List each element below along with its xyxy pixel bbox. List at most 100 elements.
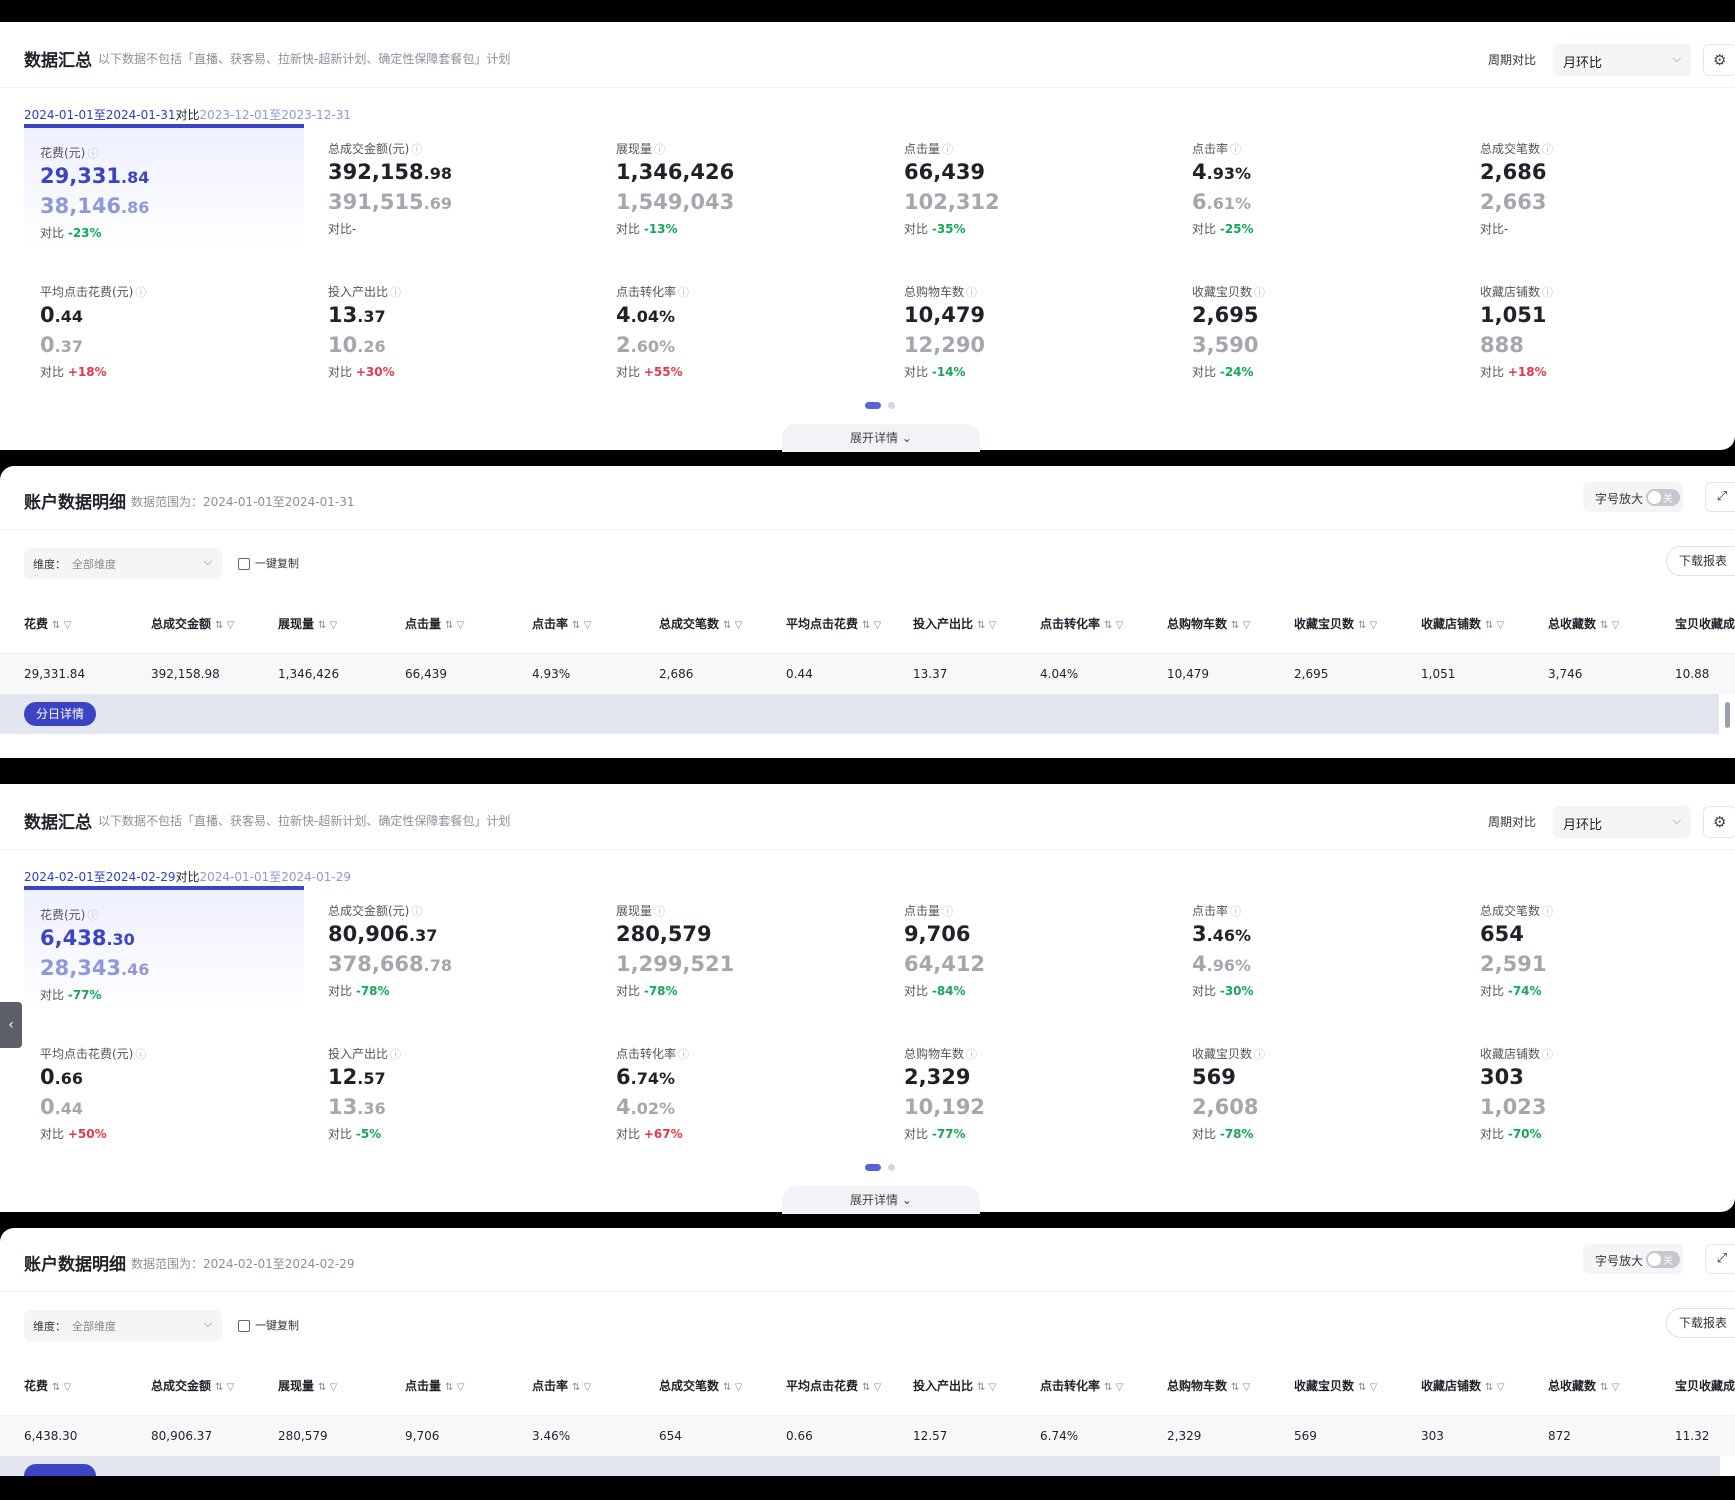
period-compare-select[interactable]: 月环比 ⌵ bbox=[1553, 806, 1691, 838]
carousel-dots[interactable] bbox=[865, 402, 905, 410]
column-header[interactable]: 总收藏数 ⇅ ▽ bbox=[1548, 1379, 1620, 1393]
sort-filter-icon[interactable]: ⇅ ▽ bbox=[1600, 1382, 1620, 1393]
font-zoom-toggle[interactable]: 关 bbox=[1646, 1251, 1680, 1268]
help-icon[interactable]: ⓘ bbox=[87, 909, 99, 922]
column-header[interactable]: 收藏店铺数 ⇅ ▽ bbox=[1421, 1379, 1505, 1393]
sort-filter-icon[interactable]: ⇅ ▽ bbox=[977, 1382, 997, 1393]
sort-filter-icon[interactable]: ⇅ ▽ bbox=[862, 1382, 882, 1393]
sort-filter-icon[interactable]: ⇅ ▽ bbox=[318, 1382, 338, 1393]
collapse-side-tab[interactable]: ‹ bbox=[0, 1002, 22, 1048]
column-header[interactable]: 点击量 ⇅ ▽ bbox=[405, 1379, 465, 1393]
column-header[interactable]: 总成交金额 ⇅ ▽ bbox=[151, 617, 235, 631]
metric-tile[interactable]: 总成交金额(元) ⓘ 80,906.37 378,668.78 对比 -78% bbox=[312, 886, 592, 1011]
fullscreen-button[interactable]: ⤢ bbox=[1705, 1244, 1735, 1274]
column-header[interactable]: 总成交金额 ⇅ ▽ bbox=[151, 1379, 235, 1393]
sort-filter-icon[interactable]: ⇅ ▽ bbox=[52, 620, 72, 631]
scroll-thumb[interactable] bbox=[1725, 702, 1730, 728]
scroll-indicator[interactable] bbox=[1719, 694, 1735, 758]
column-header[interactable]: 宝贝收藏成本⇅ ▽ bbox=[1675, 1379, 1735, 1393]
column-header[interactable]: 总收藏数 ⇅ ▽ bbox=[1548, 617, 1620, 631]
help-icon[interactable]: ⓘ bbox=[654, 143, 666, 156]
help-icon[interactable]: ⓘ bbox=[411, 143, 423, 156]
sort-filter-icon[interactable]: ⇅ ▽ bbox=[318, 620, 338, 631]
sort-filter-icon[interactable]: ⇅ ▽ bbox=[723, 1382, 743, 1393]
help-icon[interactable]: ⓘ bbox=[1230, 905, 1242, 918]
metric-tile[interactable]: 点击转化率 ⓘ 4.04% 2.60% 对比 +55% bbox=[600, 267, 880, 392]
sort-filter-icon[interactable]: ⇅ ▽ bbox=[572, 620, 592, 631]
metric-tile[interactable]: 平均点击花费(元) ⓘ 0.66 0.44 对比 +50% bbox=[24, 1029, 304, 1154]
help-icon[interactable]: ⓘ bbox=[87, 147, 99, 160]
column-header[interactable]: 投入产出比 ⇅ ▽ bbox=[913, 617, 997, 631]
help-icon[interactable]: ⓘ bbox=[966, 286, 978, 299]
download-report-button[interactable]: 下载报表 bbox=[1666, 546, 1735, 576]
settings-button[interactable]: ⚙ bbox=[1703, 44, 1735, 76]
help-icon[interactable]: ⓘ bbox=[1254, 1048, 1266, 1061]
metric-tile[interactable]: 收藏店铺数 ⓘ 303 1,023 对比 -70% bbox=[1464, 1029, 1735, 1154]
sort-filter-icon[interactable]: ⇅ ▽ bbox=[1358, 1382, 1378, 1393]
sort-filter-icon[interactable]: ⇅ ▽ bbox=[723, 620, 743, 631]
period-compare-select[interactable]: 月环比 ⌵ bbox=[1553, 44, 1691, 76]
column-header[interactable]: 花费 ⇅ ▽ bbox=[24, 1379, 72, 1393]
column-header[interactable]: 点击率 ⇅ ▽ bbox=[532, 617, 592, 631]
copy-all-button[interactable]: 一键复制 bbox=[238, 1317, 299, 1333]
metric-tile[interactable]: 总成交金额(元) ⓘ 392,158.98 391,515.69 对比- bbox=[312, 124, 592, 249]
column-header[interactable]: 点击转化率 ⇅ ▽ bbox=[1040, 1379, 1124, 1393]
metric-tile[interactable]: 投入产出比 ⓘ 12.57 13.36 对比 -5% bbox=[312, 1029, 592, 1154]
help-icon[interactable]: ⓘ bbox=[1542, 1048, 1554, 1061]
sort-filter-icon[interactable]: ⇅ ▽ bbox=[1231, 620, 1251, 631]
sort-filter-icon[interactable]: ⇅ ▽ bbox=[1485, 1382, 1505, 1393]
help-icon[interactable]: ⓘ bbox=[1254, 286, 1266, 299]
sort-filter-icon[interactable]: ⇅ ▽ bbox=[862, 620, 882, 631]
column-header[interactable]: 总成交笔数 ⇅ ▽ bbox=[659, 1379, 743, 1393]
help-icon[interactable]: ⓘ bbox=[1230, 143, 1242, 156]
sort-filter-icon[interactable]: ⇅ ▽ bbox=[445, 1382, 465, 1393]
help-icon[interactable]: ⓘ bbox=[942, 905, 954, 918]
expand-details-button[interactable]: 展开详情 ⌄ bbox=[782, 1186, 980, 1214]
metric-tile[interactable]: 点击率 ⓘ 4.93% 6.61% 对比 -25% bbox=[1176, 124, 1456, 249]
help-icon[interactable]: ⓘ bbox=[942, 143, 954, 156]
copy-all-button[interactable]: 一键复制 bbox=[238, 555, 299, 571]
metric-tile[interactable]: 点击转化率 ⓘ 6.74% 4.02% 对比 +67% bbox=[600, 1029, 880, 1154]
carousel-dots[interactable] bbox=[865, 1164, 905, 1172]
help-icon[interactable]: ⓘ bbox=[390, 286, 402, 299]
metric-tile[interactable]: 总购物车数 ⓘ 10,479 12,290 对比 -14% bbox=[888, 267, 1168, 392]
font-zoom-toggle[interactable]: 关 bbox=[1646, 489, 1680, 506]
column-header[interactable]: 点击量 ⇅ ▽ bbox=[405, 617, 465, 631]
carousel-dot-active[interactable] bbox=[865, 1164, 881, 1171]
column-header[interactable]: 总购物车数 ⇅ ▽ bbox=[1167, 617, 1251, 631]
help-icon[interactable]: ⓘ bbox=[390, 1048, 402, 1061]
column-header[interactable]: 点击率 ⇅ ▽ bbox=[532, 1379, 592, 1393]
download-report-button[interactable]: 下载报表 bbox=[1666, 1308, 1735, 1338]
metric-tile[interactable]: 花费(元) ⓘ 6,438.30 28,343.46 对比 -77% bbox=[24, 886, 304, 1011]
sort-filter-icon[interactable]: ⇅ ▽ bbox=[1600, 620, 1620, 631]
sort-filter-icon[interactable]: ⇅ ▽ bbox=[1104, 620, 1124, 631]
sort-filter-icon[interactable]: ⇅ ▽ bbox=[215, 620, 235, 631]
settings-button[interactable]: ⚙ bbox=[1703, 806, 1735, 838]
sort-filter-icon[interactable]: ⇅ ▽ bbox=[1358, 620, 1378, 631]
dimension-select[interactable]: 维度： 全部维度 ⌵ bbox=[24, 1310, 222, 1341]
help-icon[interactable]: ⓘ bbox=[654, 905, 666, 918]
metric-tile[interactable]: 花费(元) ⓘ 29,331.84 38,146.86 对比 -23% bbox=[24, 124, 304, 249]
help-icon[interactable]: ⓘ bbox=[1542, 286, 1554, 299]
sort-filter-icon[interactable]: ⇅ ▽ bbox=[1231, 1382, 1251, 1393]
column-header[interactable]: 展现量 ⇅ ▽ bbox=[278, 617, 338, 631]
metric-tile[interactable]: 总成交笔数 ⓘ 2,686 2,663 对比- bbox=[1464, 124, 1735, 249]
column-header[interactable]: 总购物车数 ⇅ ▽ bbox=[1167, 1379, 1251, 1393]
column-header[interactable]: 平均点击花费 ⇅ ▽ bbox=[786, 617, 882, 631]
help-icon[interactable]: ⓘ bbox=[411, 905, 423, 918]
column-header[interactable]: 投入产出比 ⇅ ▽ bbox=[913, 1379, 997, 1393]
carousel-dot[interactable] bbox=[888, 402, 895, 409]
column-header[interactable]: 收藏宝贝数 ⇅ ▽ bbox=[1294, 1379, 1378, 1393]
help-icon[interactable]: ⓘ bbox=[966, 1048, 978, 1061]
carousel-dot[interactable] bbox=[888, 1164, 895, 1171]
column-header[interactable]: 总成交笔数 ⇅ ▽ bbox=[659, 617, 743, 631]
metric-tile[interactable]: 展现量 ⓘ 1,346,426 1,549,043 对比 -13% bbox=[600, 124, 880, 249]
metric-tile[interactable]: 收藏宝贝数 ⓘ 2,695 3,590 对比 -24% bbox=[1176, 267, 1456, 392]
column-header[interactable]: 平均点击花费 ⇅ ▽ bbox=[786, 1379, 882, 1393]
sort-filter-icon[interactable]: ⇅ ▽ bbox=[977, 620, 997, 631]
metric-tile[interactable]: 总成交笔数 ⓘ 654 2,591 对比 -74% bbox=[1464, 886, 1735, 1011]
metric-tile[interactable]: 平均点击花费(元) ⓘ 0.44 0.37 对比 +18% bbox=[24, 267, 304, 392]
metric-tile[interactable]: 点击率 ⓘ 3.46% 4.96% 对比 -30% bbox=[1176, 886, 1456, 1011]
help-icon[interactable]: ⓘ bbox=[678, 286, 690, 299]
help-icon[interactable]: ⓘ bbox=[135, 286, 147, 299]
